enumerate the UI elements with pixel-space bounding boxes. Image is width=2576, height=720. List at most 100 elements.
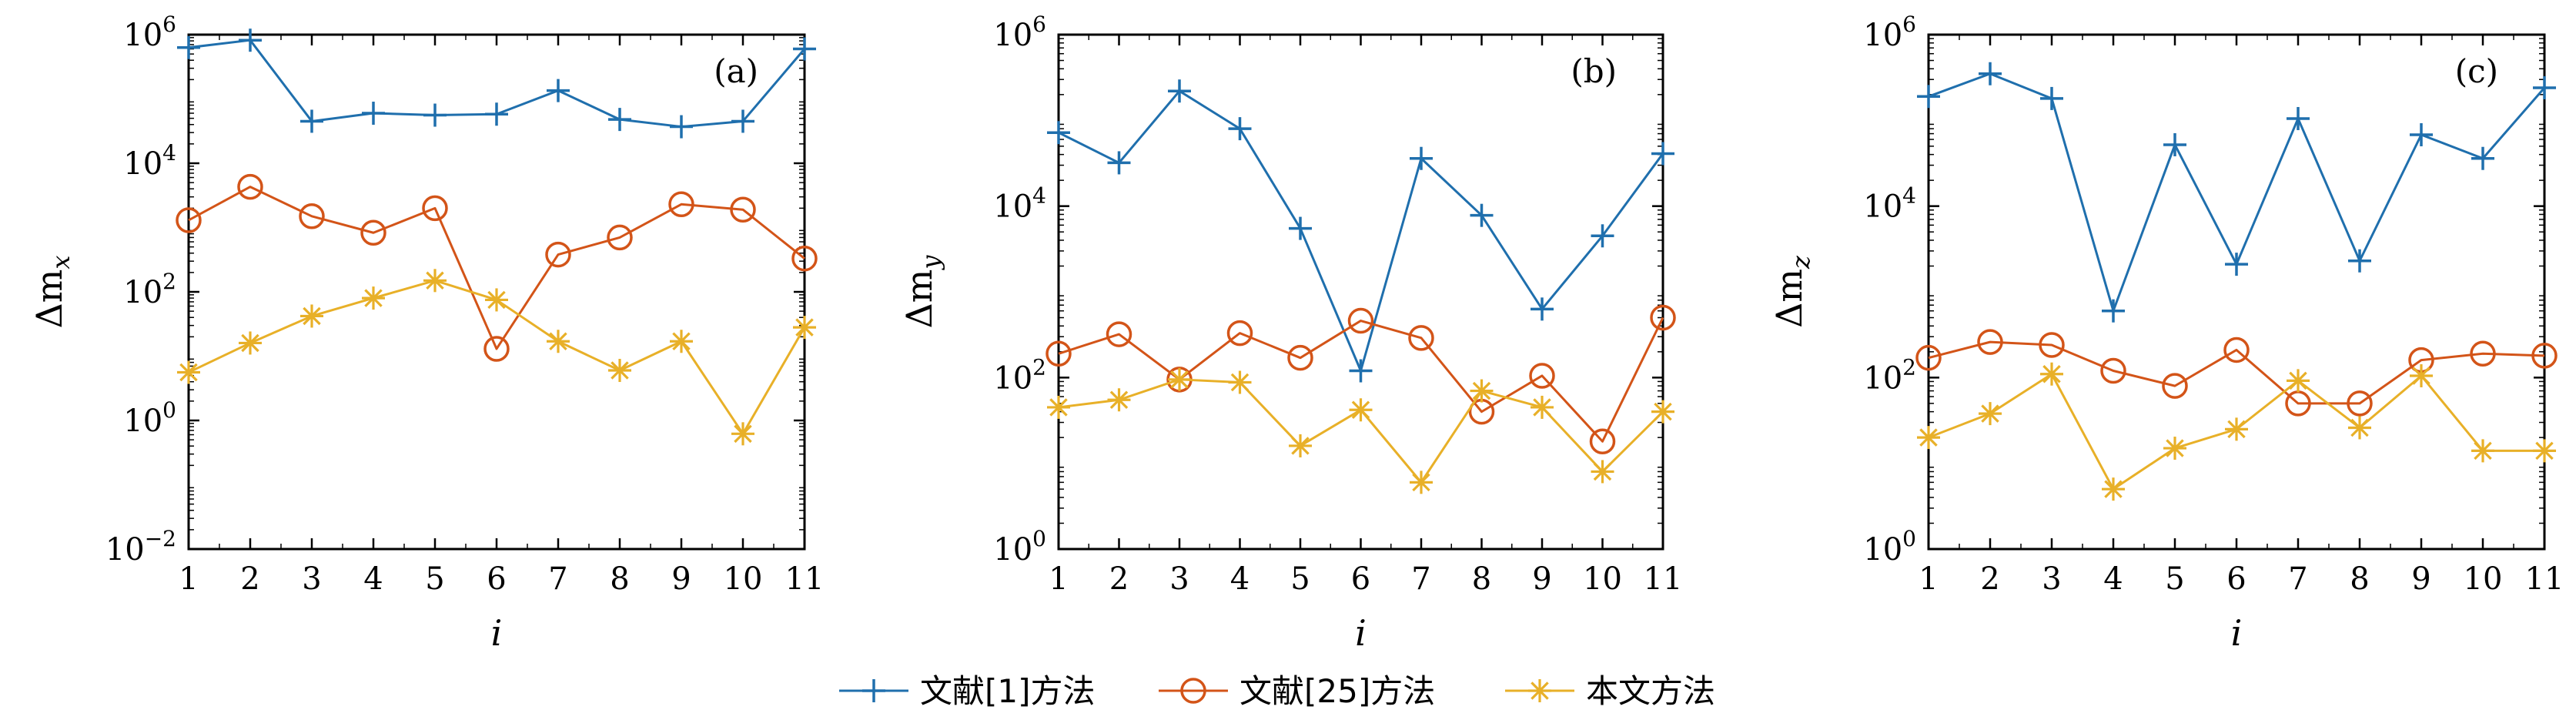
legend: 文献[1]方法 文献[25]方法 本文方法 [839, 672, 1715, 710]
x-tick-label: 4 [1230, 561, 1250, 597]
data-point-spoke [2412, 367, 2430, 385]
data-point-ring [2162, 373, 2188, 399]
x-axis-label: i [1355, 612, 1367, 654]
data-point [2287, 106, 2310, 130]
data-point [423, 103, 447, 127]
data-point-spoke [1170, 370, 1189, 389]
data-point-spoke [2227, 420, 2246, 439]
legend-marker [862, 679, 885, 702]
data-point [1529, 363, 1555, 389]
legend-item: 文献[25]方法 [1159, 672, 1435, 710]
x-tick-label: 6 [1351, 561, 1370, 597]
x-tick-label: 6 [2226, 561, 2246, 597]
data-point-spoke [672, 332, 691, 350]
data-point-ring [360, 219, 386, 246]
data-point [607, 224, 633, 251]
data-point-spoke [1291, 437, 1310, 455]
y-tick-label: 104 [123, 140, 176, 182]
data-point [670, 330, 693, 353]
legend-marker-spoke [1531, 681, 1549, 700]
data-point [1977, 329, 2003, 355]
data-point-ring [1106, 321, 1132, 347]
legend-label: 文献[25]方法 [1239, 672, 1435, 710]
data-point-ring [791, 245, 818, 272]
legend-marker [1180, 678, 1206, 704]
x-tick-label: 8 [610, 561, 629, 597]
x-tick-label: 3 [302, 561, 321, 597]
x-tick-label: 3 [2042, 561, 2061, 597]
legend-item: 文献[1]方法 [839, 672, 1096, 710]
y-tick-label: 106 [993, 12, 1046, 53]
data-point-spoke [2350, 418, 2369, 437]
data-point-ring [422, 195, 448, 222]
data-point [1591, 460, 1614, 484]
x-tick-label: 9 [671, 561, 691, 597]
data-point-spoke [1981, 404, 1999, 423]
data-point [1531, 297, 1554, 321]
x-tick-label: 10 [2464, 561, 2503, 597]
data-point [1168, 367, 1191, 391]
data-point-ring [1977, 329, 2003, 355]
data-point [2348, 249, 2371, 273]
data-point [2040, 86, 2063, 110]
y-axis-label: Δmy [898, 255, 945, 329]
series-plus [1047, 79, 1674, 383]
data-point [730, 196, 756, 223]
panel-label: (c) [2455, 52, 2498, 90]
data-point-ring [730, 196, 756, 223]
x-tick-label: 1 [1049, 561, 1068, 597]
data-point-spoke [2042, 364, 2061, 383]
data-point [791, 245, 818, 272]
data-point [2162, 373, 2188, 399]
data-point [1650, 304, 1676, 331]
x-tick-label: 9 [2411, 561, 2430, 597]
x-tick-label: 11 [1644, 561, 1683, 597]
data-point [1410, 471, 1433, 494]
data-point-ring [2039, 332, 2065, 358]
data-point [1289, 216, 1312, 240]
data-point [1289, 434, 1312, 457]
data-point [1168, 79, 1191, 103]
data-point [299, 203, 325, 229]
data-point-spoke [1109, 390, 1129, 409]
data-point-ring [237, 173, 263, 200]
data-point-spoke [611, 361, 629, 380]
x-tick-label: 2 [1109, 561, 1129, 597]
x-tick-label: 7 [2288, 561, 2307, 597]
y-tick-label: 100 [993, 526, 1046, 568]
data-point [1349, 398, 1373, 422]
x-tick-label: 5 [1290, 561, 1310, 597]
plot-frame [1057, 33, 1664, 551]
x-tick-label: 11 [2525, 561, 2564, 597]
data-point-spoke [1351, 400, 1370, 420]
data-point [1047, 121, 1070, 145]
data-point-ring [668, 191, 694, 218]
x-tick-label: 10 [724, 561, 763, 597]
y-tick-label: 104 [993, 183, 1046, 225]
data-point-ring [1915, 344, 1942, 371]
data-point [1470, 379, 1494, 403]
data-point-ring [1226, 320, 1253, 347]
data-point [2225, 253, 2248, 276]
data-point [2348, 416, 2371, 440]
data-point [1107, 151, 1131, 175]
panel-label: (b) [1571, 52, 1617, 90]
data-point [1591, 224, 1614, 248]
data-point-ring [607, 224, 633, 251]
x-tick-label: 9 [1532, 561, 1551, 597]
data-point-spoke [241, 333, 259, 353]
data-point-spoke [795, 318, 814, 337]
chart-panel-1: 10−2 100 102 104 106 1 2 3 4 5 6 7 8 9 10 11 i Δmx (a) [28, 12, 824, 654]
data-point [2163, 437, 2186, 460]
data-point [239, 28, 262, 52]
data-point-spoke [1593, 462, 1612, 481]
x-tick-label: 11 [785, 561, 825, 597]
data-point [1226, 320, 1253, 347]
data-point [362, 102, 385, 126]
data-point [1349, 359, 1373, 383]
y-tick-label: 106 [123, 12, 176, 53]
data-point [1228, 117, 1252, 141]
data-point [1287, 344, 1313, 371]
